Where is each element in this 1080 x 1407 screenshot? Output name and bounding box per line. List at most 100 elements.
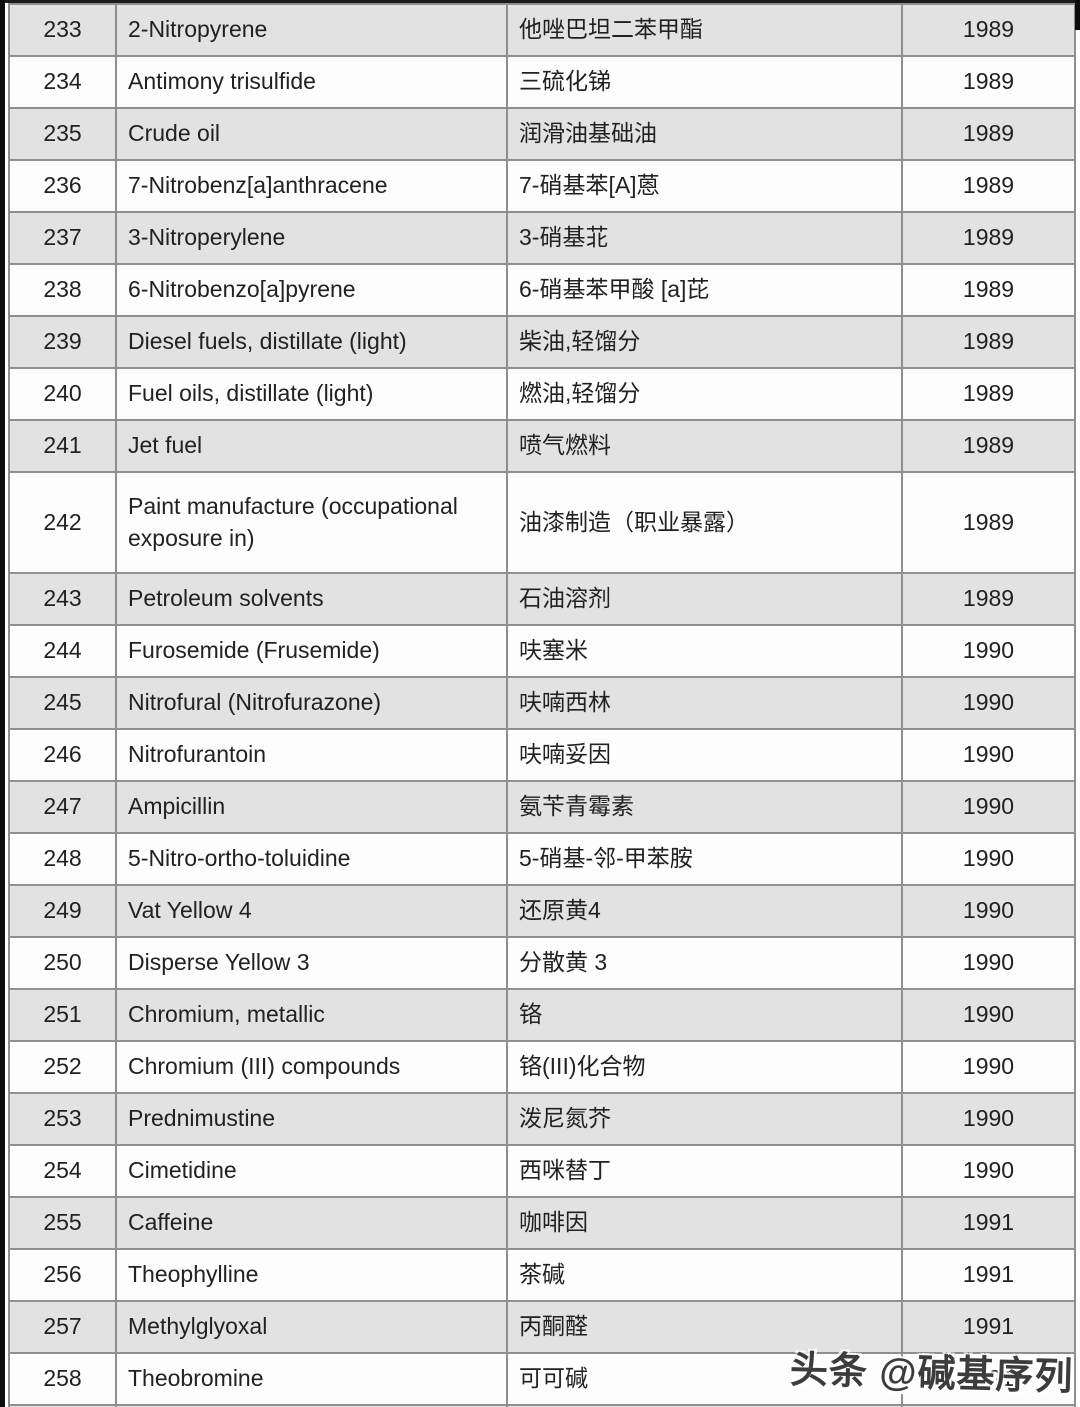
name-chinese-cell: 铬 (506, 988, 903, 1042)
table-row: 239 Diesel fuels, distillate (light) 柴油,… (8, 315, 1076, 369)
table-row: 246 Nitrofurantoin 呋喃妥因 1990 (8, 728, 1076, 782)
year-cell: 1989 (901, 572, 1076, 626)
year-cell: 1989 (901, 419, 1076, 473)
name-english-cell: Disperse Yellow 3 (115, 936, 508, 990)
year-cell: 1990 (901, 832, 1076, 886)
name-chinese-cell: 泼尼氮芥 (506, 1092, 903, 1146)
table-row: 259 Aldicarb 涕灭威(铁灭克) 1991 (8, 1404, 1076, 1407)
row-number-cell: 235 (8, 107, 117, 161)
name-chinese-cell: 3-硝基苝 (506, 211, 903, 265)
name-english-cell: Ampicillin (115, 780, 508, 834)
name-chinese-cell: 氨苄青霉素 (506, 780, 903, 834)
left-edge-line (0, 0, 5, 1407)
table-row: 243 Petroleum solvents 石油溶剂 1989 (8, 572, 1076, 626)
name-english-cell: Paint manufacture (occupational exposure… (115, 471, 508, 574)
table-row: 255 Caffeine 咖啡因 1991 (8, 1196, 1076, 1250)
name-english-cell: Chromium (III) compounds (115, 1040, 508, 1094)
table-row: 252 Chromium (III) compounds 铬(III)化合物 1… (8, 1040, 1076, 1094)
year-cell: 1991 (901, 1404, 1076, 1407)
row-number-cell: 258 (8, 1352, 117, 1406)
table-row: 242 Paint manufacture (occupational expo… (8, 471, 1076, 574)
year-cell: 1990 (901, 988, 1076, 1042)
name-english-cell: 3-Nitroperylene (115, 211, 508, 265)
year-cell: 1991 (901, 1196, 1076, 1250)
year-cell: 1989 (901, 367, 1076, 421)
name-english-cell: 2-Nitropyrene (115, 3, 508, 57)
name-english-cell: Prednimustine (115, 1092, 508, 1146)
table-row: 249 Vat Yellow 4 还原黄4 1990 (8, 884, 1076, 938)
row-number-cell: 241 (8, 419, 117, 473)
name-chinese-cell: 柴油,轻馏分 (506, 315, 903, 369)
name-chinese-cell: 6-硝基苯甲酸 [a]芘 (506, 263, 903, 317)
year-cell: 1990 (901, 728, 1076, 782)
year-cell: 1990 (901, 936, 1076, 990)
row-number-cell: 256 (8, 1248, 117, 1302)
name-chinese-cell: 丙酮醛 (506, 1300, 903, 1354)
name-english-cell: Jet fuel (115, 419, 508, 473)
row-number-cell: 237 (8, 211, 117, 265)
row-number-cell: 250 (8, 936, 117, 990)
year-cell: 1990 (901, 1092, 1076, 1146)
table-row: 245 Nitrofural (Nitrofurazone) 呋喃西林 1990 (8, 676, 1076, 730)
table-body: 233 2-Nitropyrene 他唑巴坦二苯甲酯 1989 234 Anti… (8, 3, 1076, 1407)
row-number-cell: 255 (8, 1196, 117, 1250)
name-english-cell: Vat Yellow 4 (115, 884, 508, 938)
year-cell: 1990 (901, 676, 1076, 730)
year-cell: 1990 (901, 780, 1076, 834)
name-chinese-cell: 石油溶剂 (506, 572, 903, 626)
row-number-cell: 234 (8, 55, 117, 109)
name-chinese-cell: 5-硝基-邻-甲苯胺 (506, 832, 903, 886)
row-number-cell: 248 (8, 832, 117, 886)
table-row: 244 Furosemide (Frusemide) 呋塞米 1990 (8, 624, 1076, 678)
name-chinese-cell: 呋塞米 (506, 624, 903, 678)
row-number-cell: 253 (8, 1092, 117, 1146)
name-english-cell: Theophylline (115, 1248, 508, 1302)
table-row: 256 Theophylline 茶碱 1991 (8, 1248, 1076, 1302)
name-english-cell: Fuel oils, distillate (light) (115, 367, 508, 421)
year-cell: 1990 (901, 1040, 1076, 1094)
name-english-cell: Aldicarb (115, 1404, 508, 1407)
name-chinese-cell: 分散黄 3 (506, 936, 903, 990)
name-english-cell: Diesel fuels, distillate (light) (115, 315, 508, 369)
carcinogen-table: 233 2-Nitropyrene 他唑巴坦二苯甲酯 1989 234 Anti… (8, 3, 1076, 1407)
name-chinese-cell: 油漆制造（职业暴露） (506, 471, 903, 574)
table-row: 233 2-Nitropyrene 他唑巴坦二苯甲酯 1989 (8, 3, 1076, 57)
year-cell: 1989 (901, 211, 1076, 265)
year-cell: 1991 (901, 1300, 1076, 1354)
name-chinese-cell: 咖啡因 (506, 1196, 903, 1250)
table-row: 251 Chromium, metallic 铬 1990 (8, 988, 1076, 1042)
name-english-cell: Theobromine (115, 1352, 508, 1406)
name-chinese-cell: 喷气燃料 (506, 419, 903, 473)
year-cell: 1989 (901, 315, 1076, 369)
row-number-cell: 244 (8, 624, 117, 678)
row-number-cell: 243 (8, 572, 117, 626)
name-english-cell: Petroleum solvents (115, 572, 508, 626)
name-english-cell: Cimetidine (115, 1144, 508, 1198)
table-row: 253 Prednimustine 泼尼氮芥 1990 (8, 1092, 1076, 1146)
year-cell: 1989 (901, 263, 1076, 317)
year-cell: 1990 (901, 624, 1076, 678)
row-number-cell: 254 (8, 1144, 117, 1198)
name-chinese-cell: 他唑巴坦二苯甲酯 (506, 3, 903, 57)
row-number-cell: 245 (8, 676, 117, 730)
row-number-cell: 242 (8, 471, 117, 574)
name-english-cell: 6-Nitrobenzo[a]pyrene (115, 263, 508, 317)
table-row: 236 7-Nitrobenz[a]anthracene 7-硝基苯[A]蒽 1… (8, 159, 1076, 213)
name-english-cell: Crude oil (115, 107, 508, 161)
name-english-cell: Nitrofurantoin (115, 728, 508, 782)
top-right-edge-mark (1075, 0, 1080, 30)
year-cell: 1989 (901, 3, 1076, 57)
table-row: 250 Disperse Yellow 3 分散黄 3 1990 (8, 936, 1076, 990)
row-number-cell: 247 (8, 780, 117, 834)
row-number-cell: 257 (8, 1300, 117, 1354)
row-number-cell: 246 (8, 728, 117, 782)
name-english-cell: Antimony trisulfide (115, 55, 508, 109)
year-cell: 1989 (901, 55, 1076, 109)
top-edge-line (0, 0, 1080, 3)
name-english-cell: Caffeine (115, 1196, 508, 1250)
name-chinese-cell: 茶碱 (506, 1248, 903, 1302)
row-number-cell: 236 (8, 159, 117, 213)
table-row: 254 Cimetidine 西咪替丁 1990 (8, 1144, 1076, 1198)
name-english-cell: Methylglyoxal (115, 1300, 508, 1354)
